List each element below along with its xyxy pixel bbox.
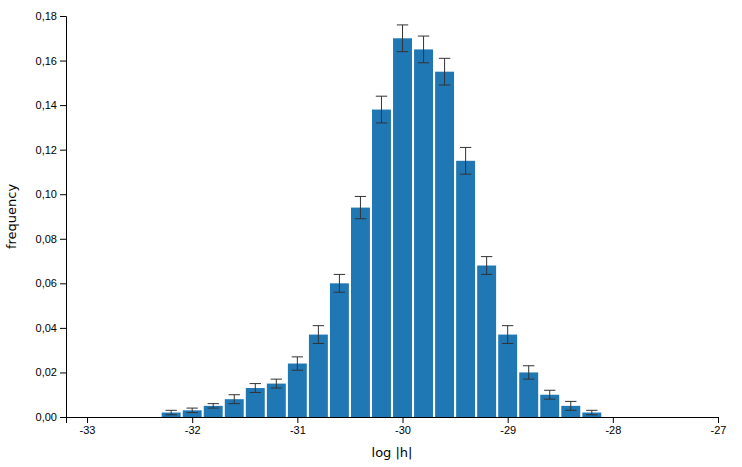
error-bar bbox=[586, 410, 597, 414]
error-bar bbox=[523, 366, 534, 379]
bar bbox=[372, 110, 391, 417]
y-tick: 0,16 bbox=[36, 55, 66, 67]
x-tick-mark bbox=[87, 417, 88, 423]
y-tick-label: 0,12 bbox=[36, 144, 57, 156]
bar bbox=[330, 283, 349, 417]
y-tick-label: 0,06 bbox=[36, 277, 57, 289]
y-tick-label: 0,04 bbox=[36, 322, 57, 334]
y-tick-mark bbox=[60, 16, 66, 17]
y-axis: 0,00 0,02 0,04 0,06 0,08 0,10 0,12 0,14 0,16 0,18 bbox=[36, 10, 67, 423]
error-bar bbox=[334, 274, 345, 292]
y-tick-label: 0,10 bbox=[36, 188, 57, 200]
y-tick: 0,02 bbox=[36, 366, 66, 378]
bar bbox=[288, 364, 307, 417]
error-bar bbox=[355, 196, 366, 218]
y-tick: 0,14 bbox=[36, 99, 66, 111]
error-bar bbox=[397, 25, 408, 52]
x-tick-label: -33 bbox=[80, 424, 96, 436]
x-axis: -33 -32 -31 -30 -29 -28 -27 bbox=[67, 417, 727, 436]
x-tick-mark bbox=[718, 417, 719, 423]
y-axis-title: frequency bbox=[4, 184, 19, 250]
plot: -33-32-31-30-29-28-270,000,020,040,060,0… bbox=[36, 10, 727, 436]
y-tick: 0,04 bbox=[36, 322, 66, 334]
y-tick: 0,00 bbox=[36, 411, 66, 423]
y-tick-mark bbox=[60, 61, 66, 62]
error-bar bbox=[165, 410, 176, 414]
error-bar bbox=[544, 390, 555, 399]
y-tick-label: 0,18 bbox=[36, 10, 57, 22]
x-tick-mark bbox=[613, 417, 614, 423]
error-bar bbox=[439, 58, 450, 85]
y-tick-mark bbox=[60, 105, 66, 106]
error-bar bbox=[229, 395, 240, 404]
x-tick-label: -30 bbox=[395, 424, 411, 436]
error-bar bbox=[292, 357, 303, 370]
x-tick: -30 bbox=[395, 417, 411, 436]
bar bbox=[267, 384, 286, 417]
y-tick-mark bbox=[60, 283, 66, 284]
x-tick-label: -28 bbox=[605, 424, 621, 436]
y-tick-label: 0,02 bbox=[36, 366, 57, 378]
x-tick-label: -32 bbox=[185, 424, 201, 436]
x-tick: -31 bbox=[290, 417, 306, 436]
y-tick-label: 0,00 bbox=[36, 411, 57, 423]
error-bar bbox=[313, 326, 324, 344]
y-tick-mark bbox=[60, 417, 66, 418]
y-tick-mark bbox=[60, 239, 66, 240]
marks bbox=[162, 25, 602, 417]
y-tick: 0,06 bbox=[36, 277, 66, 289]
y-tick: 0,18 bbox=[36, 10, 66, 22]
error-bar bbox=[250, 384, 261, 393]
y-tick-label: 0,16 bbox=[36, 55, 57, 67]
error-bar bbox=[271, 379, 282, 388]
x-tick-label: -29 bbox=[500, 424, 516, 436]
bar bbox=[435, 72, 454, 417]
x-tick-mark bbox=[297, 417, 298, 423]
bar bbox=[414, 49, 433, 417]
chart: -33-32-31-30-29-28-270,000,020,040,060,0… bbox=[0, 0, 742, 467]
y-axis-line bbox=[60, 17, 67, 418]
bar bbox=[309, 335, 328, 417]
bar bbox=[456, 161, 475, 417]
error-bar bbox=[208, 404, 219, 408]
x-tick-label: -31 bbox=[290, 424, 306, 436]
x-tick-label: -27 bbox=[711, 424, 727, 436]
bar bbox=[393, 38, 412, 417]
x-tick: -28 bbox=[605, 417, 621, 436]
bar bbox=[477, 266, 496, 417]
x-tick: -27 bbox=[711, 417, 727, 436]
y-tick-mark bbox=[60, 372, 66, 373]
bar bbox=[351, 208, 370, 417]
y-tick: 0,08 bbox=[36, 233, 66, 245]
x-tick-mark bbox=[508, 417, 509, 423]
x-tick: -33 bbox=[80, 417, 96, 436]
error-bar bbox=[376, 96, 387, 123]
error-bar bbox=[502, 326, 513, 344]
error-bar bbox=[187, 408, 198, 412]
bar bbox=[498, 335, 517, 417]
y-tick-label: 0,14 bbox=[36, 99, 57, 111]
y-tick-mark bbox=[60, 328, 66, 329]
x-axis-title: log |h| bbox=[372, 445, 413, 460]
y-tick: 0,12 bbox=[36, 144, 66, 156]
x-tick: -29 bbox=[500, 417, 516, 436]
y-tick-label: 0,08 bbox=[36, 233, 57, 245]
error-bar bbox=[481, 257, 492, 275]
x-tick-mark bbox=[192, 417, 193, 423]
error-bar bbox=[460, 147, 471, 174]
y-tick-mark bbox=[60, 150, 66, 151]
x-axis-line bbox=[67, 418, 719, 424]
y-tick-mark bbox=[60, 194, 66, 195]
x-tick-mark bbox=[403, 417, 404, 423]
x-tick: -32 bbox=[185, 417, 201, 436]
error-bar bbox=[418, 36, 429, 63]
y-tick: 0,10 bbox=[36, 188, 66, 200]
error-bar bbox=[565, 401, 576, 410]
